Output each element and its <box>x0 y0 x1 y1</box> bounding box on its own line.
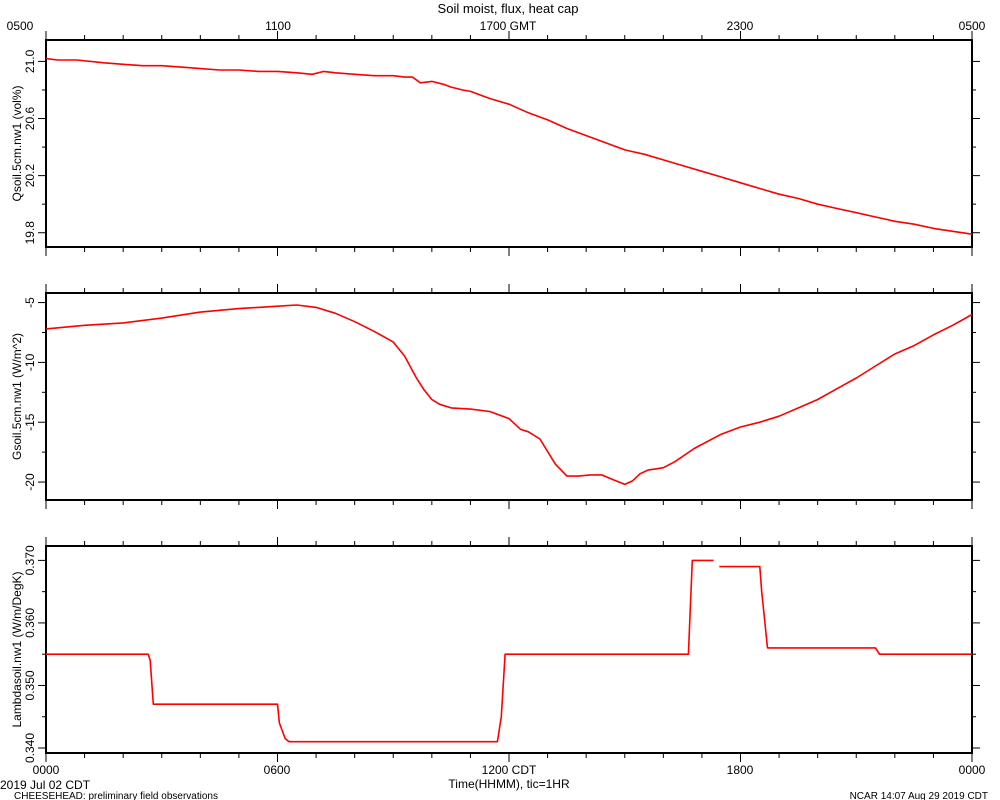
series-line-2-0 <box>46 559 714 743</box>
top-tick-label-3: 2300 <box>727 19 754 33</box>
top-axis-labels: 0500 1100 1700 GMT 2300 0500 <box>7 19 986 33</box>
y-tick-label: 0.360 <box>23 608 37 638</box>
footer-left: CHEESEHEAD: preliminary field observatio… <box>14 791 218 800</box>
x-axis-label: Time(HHMM), tic=1HR <box>448 777 570 791</box>
y-tick-label: 21.0 <box>23 49 37 73</box>
top-tick-label-1: 1100 <box>265 19 291 33</box>
chart-title: Soil moist, flux, heat cap <box>438 1 579 16</box>
footer-right: NCAR 14:07 Aug 29 2019 CDT <box>850 791 988 800</box>
y-axis-label: Qsoil.5cm.nw1 (vol%) <box>10 85 24 201</box>
y-tick-label: -15 <box>23 413 37 431</box>
y-tick-label: 0.370 <box>23 545 37 575</box>
y-tick-label: -10 <box>23 353 37 371</box>
panel-frame <box>45 39 973 248</box>
top-tick-label-2: 1700 GMT <box>480 19 537 33</box>
series-line-0-0 <box>45 57 973 235</box>
y-tick-label: 19.8 <box>23 221 37 245</box>
top-tick-label-4: 0500 <box>959 19 986 33</box>
panel-frame <box>45 545 973 754</box>
panel-frame <box>45 292 973 501</box>
y-tick-label: 20.2 <box>23 164 37 188</box>
bottom-tick-label-4: 0000 <box>959 763 986 777</box>
y-tick-label: 20.6 <box>23 107 37 131</box>
y-tick-label: -5 <box>23 297 37 308</box>
bottom-tick-label-0: 0000 <box>33 763 60 777</box>
series-line-1-0 <box>45 304 973 486</box>
series-line-2-1 <box>719 565 972 655</box>
bottom-axis-labels: 0000 0600 1200 CDT 1800 0000 <box>33 763 986 777</box>
date-label: 2019 Jul 02 CDT <box>0 778 91 792</box>
y-axis-label: Lambdasoil.nw1 (W/m/DegK) <box>10 571 24 727</box>
y-axis-label: Gsoil.5cm.nw1 (W/m^2) <box>10 333 24 460</box>
bottom-tick-label-1: 0600 <box>264 763 291 777</box>
y-tick-label: 0.350 <box>23 670 37 700</box>
y-tick-label: -20 <box>23 473 37 491</box>
bottom-tick-label-3: 1800 <box>727 763 754 777</box>
bottom-tick-label-2: 1200 CDT <box>482 763 537 777</box>
top-tick-label-0: 0500 <box>7 19 34 33</box>
panel-1: -20 -15 -10 -5 Gsoil.5cm.nw1 (W/m^2) <box>10 284 980 509</box>
y-tick-label: 0.340 <box>23 733 37 763</box>
panel-0: 19.8 20.2 20.6 21.0 Qsoil.5cm.nw1 (vol%) <box>10 31 980 256</box>
